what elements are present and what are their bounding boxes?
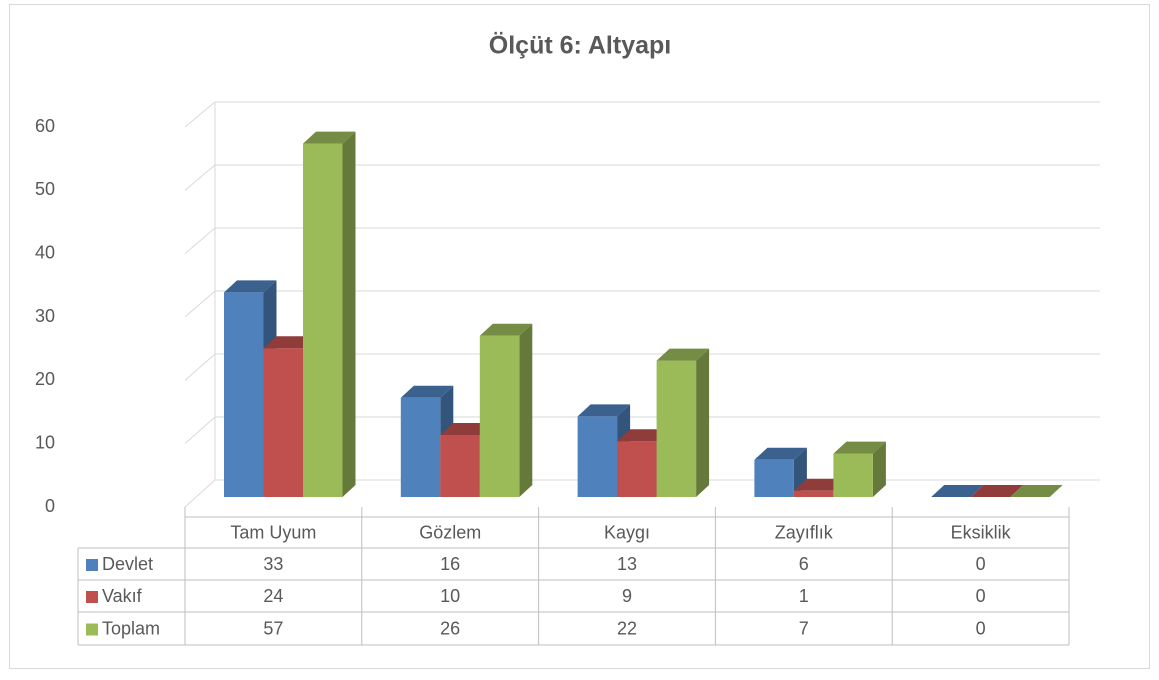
bar	[400, 397, 441, 497]
bar	[224, 292, 264, 497]
bar	[440, 435, 480, 497]
bar-top	[970, 485, 1024, 497]
y-tick-label: 10	[35, 432, 55, 452]
y-tick-label: 40	[35, 242, 55, 262]
bar-side	[342, 131, 356, 497]
bar-top	[224, 280, 277, 293]
x-tick-label: Eksiklik	[951, 522, 1012, 542]
y-tick-label: 30	[35, 306, 55, 326]
grid-line	[184, 101, 216, 128]
legend-label: Vakıf	[102, 586, 143, 606]
table-value: 57	[263, 618, 283, 638]
grid-line	[184, 416, 216, 445]
table-value: 33	[263, 554, 283, 574]
bar-top	[656, 348, 710, 361]
bar	[793, 490, 834, 497]
y-tick-label: 60	[35, 116, 55, 136]
y-tick-label: 20	[35, 369, 55, 389]
table-value: 22	[617, 618, 637, 638]
grid-line	[184, 353, 216, 381]
table-value: 0	[976, 618, 986, 638]
legend-label: Devlet	[102, 554, 153, 574]
grid-line	[184, 290, 216, 318]
chart-title: Ölçüt 6: Altyapı	[489, 31, 671, 60]
y-tick-label: 50	[35, 179, 55, 199]
bar-top	[440, 423, 493, 435]
legend-label: Toplam	[102, 618, 160, 638]
bar-top	[577, 404, 631, 417]
bar	[577, 416, 618, 497]
x-tick-label: Kaygı	[604, 522, 650, 542]
x-tick-label: Zayıflık	[775, 522, 834, 542]
table-value: 9	[622, 586, 632, 606]
table-value: 1	[799, 586, 809, 606]
bar-top	[833, 441, 886, 454]
x-tick-label: Tam Uyum	[230, 522, 316, 542]
table-value: 24	[263, 586, 283, 606]
grid-line	[184, 164, 216, 191]
table-value: 0	[976, 586, 986, 606]
grid-line	[184, 227, 216, 255]
bar	[479, 335, 520, 497]
bar	[303, 143, 343, 497]
bar	[754, 459, 794, 497]
table-value: 7	[799, 618, 809, 638]
table-value: 6	[799, 554, 809, 574]
table-value: 10	[440, 586, 460, 606]
bar-top	[263, 336, 316, 349]
table-value: 16	[440, 554, 460, 574]
legend-swatch	[86, 559, 98, 571]
x-tick-label: Gözlem	[419, 522, 481, 542]
bar-top	[754, 447, 807, 460]
bar-side	[519, 323, 533, 497]
table-value: 26	[440, 618, 460, 638]
bar-top	[617, 429, 670, 442]
table-value: 0	[976, 554, 986, 574]
bar	[656, 360, 697, 497]
bar-side	[696, 348, 710, 497]
bar	[617, 441, 657, 497]
bar-top	[303, 131, 356, 144]
bar-top	[479, 323, 533, 336]
bar-top	[931, 485, 984, 497]
legend-swatch	[86, 591, 98, 603]
bar-top	[793, 478, 847, 491]
table-value: 13	[617, 554, 637, 574]
bar-top	[400, 385, 454, 398]
bar-top	[1010, 485, 1063, 497]
grid-line	[184, 479, 216, 508]
bar	[263, 348, 303, 497]
y-tick-label: 0	[45, 496, 55, 516]
legend-swatch	[86, 623, 98, 636]
bar-side	[872, 441, 886, 497]
bar	[833, 453, 873, 497]
